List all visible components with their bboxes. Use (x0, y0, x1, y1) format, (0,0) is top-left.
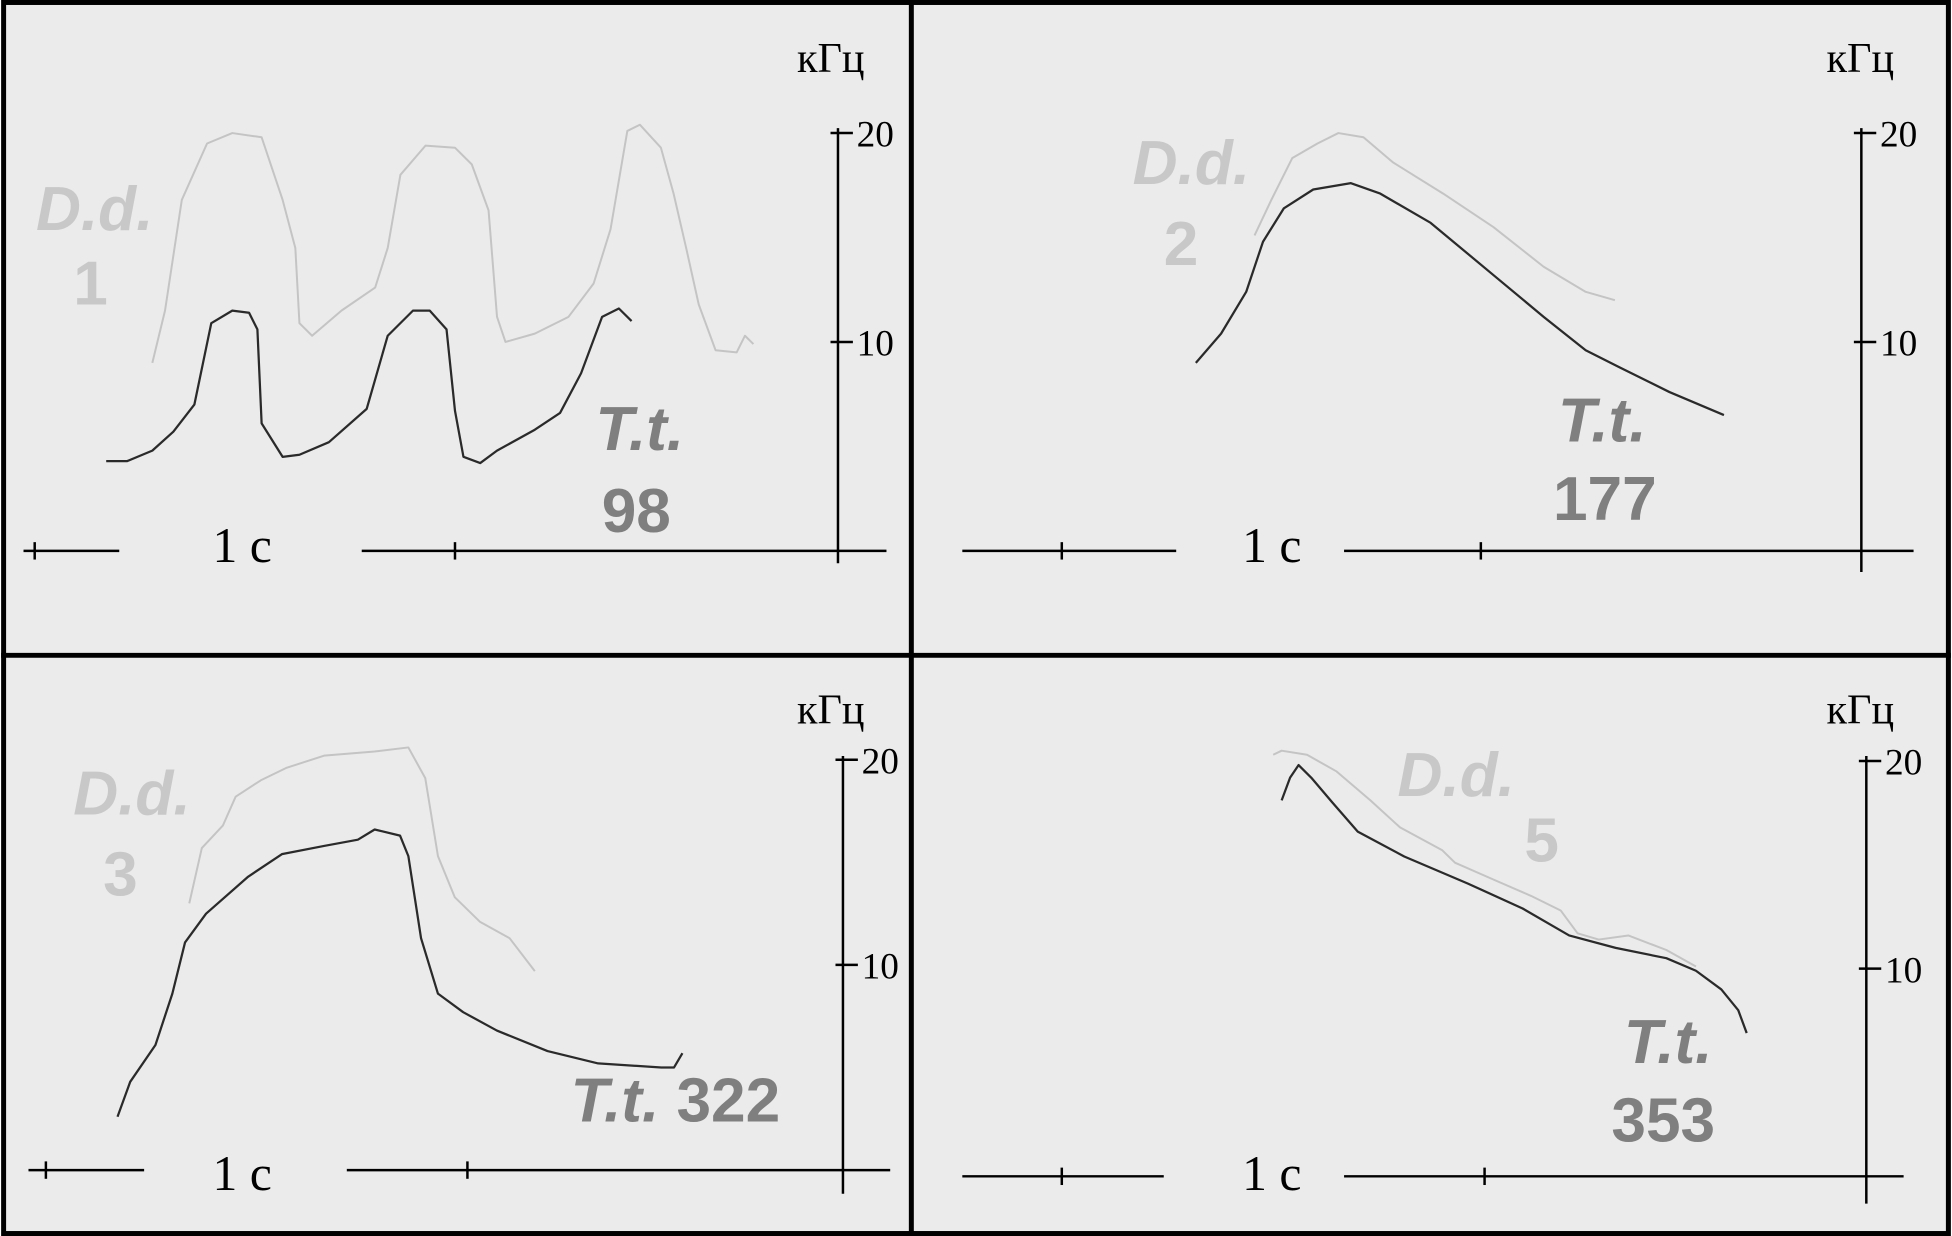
panel-3: 10 20 кГц 1 с D.d. 3 T.t. 322 (28, 687, 899, 1201)
series-label: T.t. (1624, 1008, 1713, 1077)
y-unit-label: кГц (1827, 687, 1895, 734)
individual-number: 322 (659, 1067, 780, 1136)
individual-number: 3 (103, 840, 138, 909)
series-label: D.d. (1398, 741, 1515, 810)
y-unit-label: кГц (797, 35, 865, 82)
series-line-dd (1253, 132, 1616, 302)
series-label: T.t. (596, 395, 685, 464)
species-abbrev: D.d. (1398, 741, 1515, 810)
y-unit-label: кГц (797, 687, 865, 734)
individual-number: 5 (1524, 807, 1559, 876)
species-abbrev: T.t. (596, 395, 685, 464)
panel-4: 10 20 кГц 1 с D.d.5 T.t. 353 (962, 687, 1922, 1204)
panel-1: 10 20 кГц 1 с D.d.1 T.t. 98 (23, 35, 894, 573)
series-line-tt (1194, 182, 1725, 417)
individual-number: 353 (1611, 1086, 1715, 1155)
time-scale-label: 1 с (213, 518, 272, 573)
species-abbrev: T.t. (571, 1067, 660, 1136)
y-tick-label: 20 (1880, 115, 1917, 156)
y-tick-label: 10 (857, 324, 894, 365)
series-label: D.d. (73, 759, 190, 828)
y-tick-label: 20 (1885, 743, 1922, 784)
y-tick-label: 20 (862, 741, 899, 782)
species-abbrev: T.t. (1624, 1008, 1713, 1077)
time-scale-label: 1 с (213, 1146, 272, 1201)
series-label: D.d. (36, 175, 153, 244)
species-abbrev: D.d. (36, 175, 153, 244)
series-label: D.d. (1133, 129, 1250, 198)
y-tick-label: 10 (1885, 950, 1922, 991)
series-line-dd (1272, 749, 1697, 968)
series-line-tt (106, 307, 633, 465)
individual-number: 2 (1164, 210, 1199, 279)
species-abbrev: T.t. (1558, 386, 1647, 455)
series-line-tt (1280, 763, 1748, 1034)
panel-2: 10 20 кГц 1 с D.d. 2 T.t. 177 (962, 35, 1917, 573)
species-abbrev: D.d. (1133, 129, 1250, 198)
y-tick-label: 10 (1880, 324, 1917, 365)
time-scale-label: 1 с (1242, 518, 1301, 573)
species-abbrev: D.d. (73, 759, 190, 828)
series-line-dd (188, 746, 536, 972)
series-line-dd (151, 123, 755, 364)
individual-number: 98 (602, 477, 671, 546)
series-label: T.t. (1558, 386, 1647, 455)
individual-number: 177 (1553, 465, 1657, 534)
series-label: T.t. 322 (571, 1067, 781, 1136)
y-tick-label: 10 (862, 947, 899, 988)
individual-number: 1 (73, 250, 108, 319)
y-tick-label: 20 (857, 115, 894, 156)
series-line-tt (116, 828, 684, 1118)
time-scale-label: 1 с (1242, 1146, 1301, 1201)
y-unit-label: кГц (1827, 35, 1895, 82)
